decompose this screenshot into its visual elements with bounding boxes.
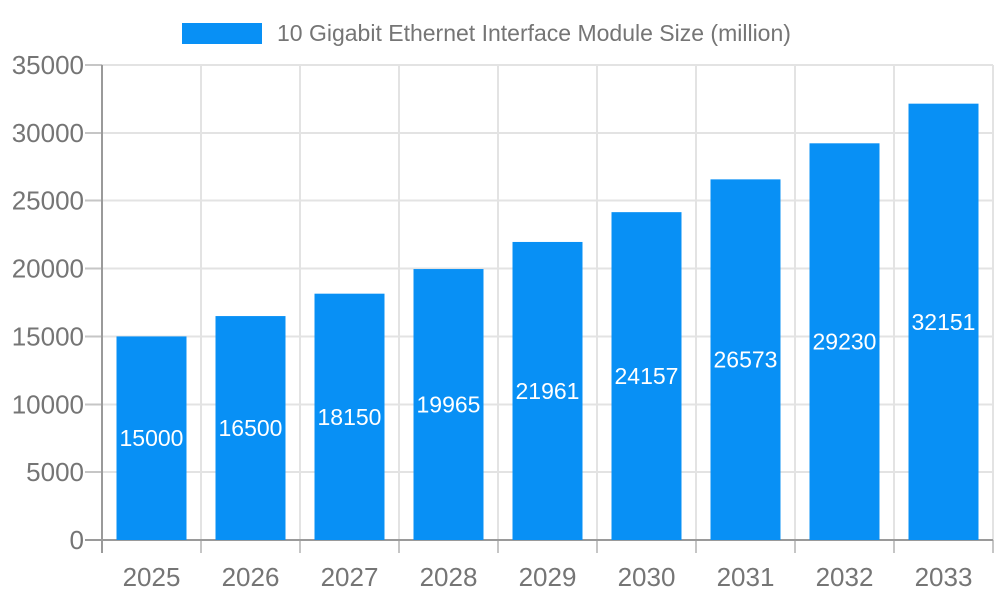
- bar-value-label: 18150: [318, 404, 382, 430]
- x-tick-label: 2031: [717, 562, 775, 592]
- bar-2028[interactable]: [413, 269, 484, 540]
- x-tick-label: 2028: [420, 562, 478, 592]
- legend-item[interactable]: 10 Gigabit Ethernet Interface Module Siz…: [182, 20, 791, 46]
- bar-value-label: 19965: [417, 392, 481, 418]
- y-tick-label: 20000: [12, 254, 84, 284]
- y-tick-label: 15000: [12, 321, 84, 351]
- bar-2030[interactable]: [611, 212, 682, 540]
- x-tick-label: 2032: [816, 562, 874, 592]
- bar-2026[interactable]: [215, 316, 286, 540]
- bar-value-label: 15000: [120, 425, 184, 451]
- bar-2032[interactable]: [809, 143, 880, 541]
- y-tick-label: 0: [70, 525, 84, 555]
- x-tick-label: 2025: [123, 562, 181, 592]
- bar-2027[interactable]: [314, 293, 385, 540]
- y-tick-label: 35000: [12, 50, 84, 80]
- bar-2031[interactable]: [710, 179, 781, 540]
- legend-label: 10 Gigabit Ethernet Interface Module Siz…: [277, 20, 791, 46]
- bar-value-label: 32151: [912, 309, 976, 335]
- bar-value-label: 21961: [516, 378, 580, 404]
- y-tick-label: 30000: [12, 118, 84, 148]
- x-tick-label: 2030: [618, 562, 676, 592]
- bar-value-label: 26573: [714, 347, 778, 373]
- bar-value-label: 24157: [615, 363, 679, 389]
- x-tick-label: 2027: [321, 562, 379, 592]
- bar-2025[interactable]: [116, 336, 187, 540]
- x-tick-label: 2029: [519, 562, 577, 592]
- bar-2029[interactable]: [512, 241, 583, 540]
- legend-swatch: [182, 22, 262, 44]
- x-tick-label: 2033: [915, 562, 973, 592]
- x-tick-label: 2026: [222, 562, 280, 592]
- bar-value-label: 29230: [813, 329, 877, 355]
- bar-2033[interactable]: [908, 103, 979, 540]
- y-tick-label: 10000: [12, 389, 84, 419]
- bar-value-label: 16500: [219, 415, 283, 441]
- y-tick-label: 5000: [26, 457, 84, 487]
- y-tick-label: 25000: [12, 186, 84, 216]
